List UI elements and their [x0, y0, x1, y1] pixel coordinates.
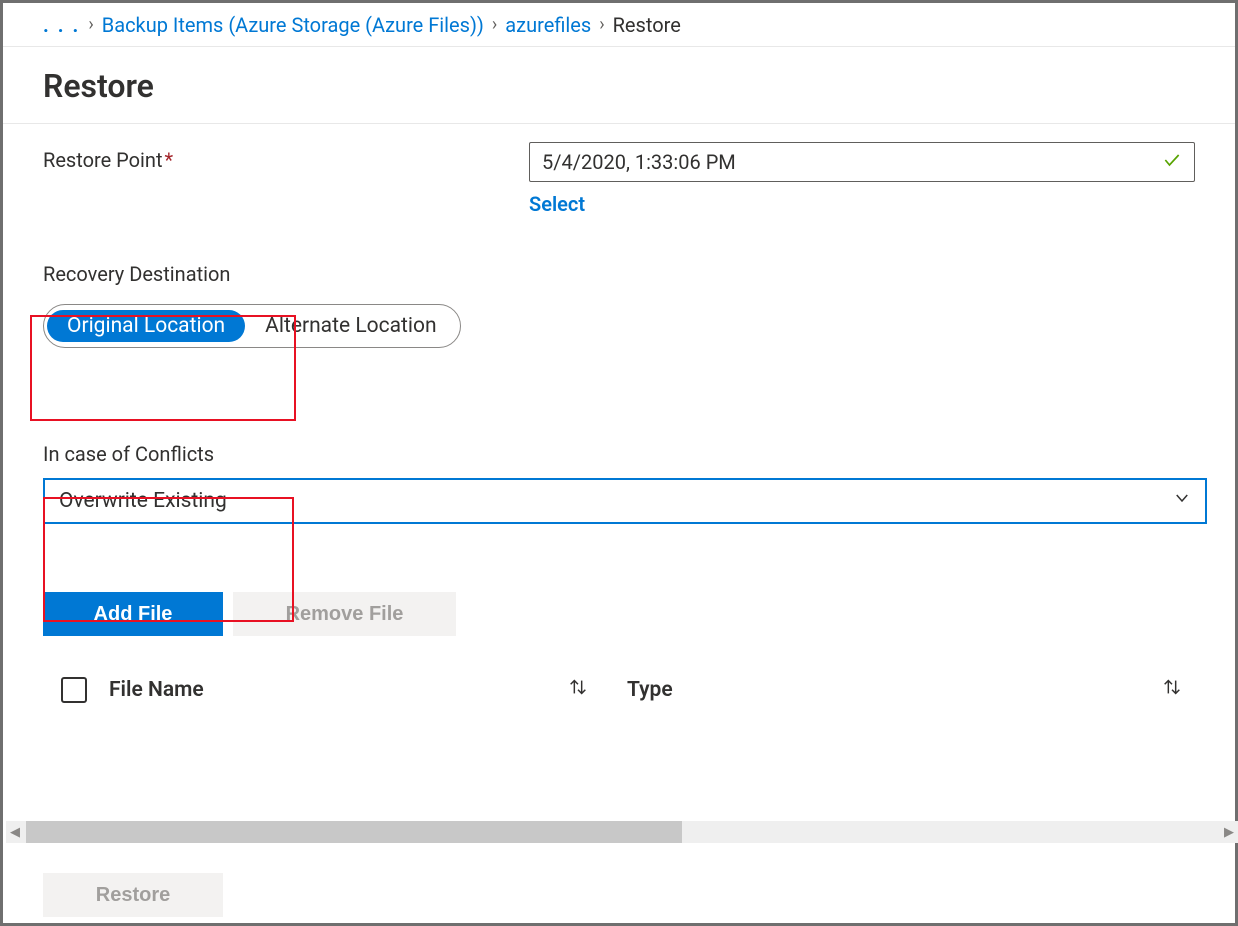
recovery-destination-label: Recovery Destination	[43, 262, 1195, 286]
column-type[interactable]: Type	[627, 676, 1195, 704]
restore-point-value: 5/4/2020, 1:33:06 PM	[542, 150, 736, 174]
alternate-location-option[interactable]: Alternate Location	[245, 310, 456, 342]
breadcrumb-sep-1: ›	[88, 14, 93, 35]
restore-point-label: Restore Point*	[43, 142, 529, 172]
column-filename[interactable]: File Name	[109, 676, 605, 704]
remove-file-button: Remove File	[233, 592, 456, 636]
add-file-button[interactable]: Add File	[43, 592, 223, 636]
breadcrumb-ellipsis[interactable]: . . .	[43, 13, 80, 37]
breadcrumb-current: Restore	[613, 13, 681, 37]
original-location-option[interactable]: Original Location	[47, 310, 245, 342]
page-title: Restore	[43, 67, 1195, 105]
breadcrumb-sep-2: ›	[492, 14, 497, 35]
sort-icon	[567, 676, 589, 704]
scroll-left-icon[interactable]: ◀	[6, 821, 24, 843]
title-divider	[3, 123, 1235, 124]
breadcrumb-azurefiles[interactable]: azurefiles	[505, 13, 591, 37]
breadcrumb-sep-3: ›	[599, 14, 604, 35]
conflicts-dropdown[interactable]: Overwrite Existing	[43, 478, 1207, 524]
conflicts-value: Overwrite Existing	[59, 489, 227, 513]
sort-icon	[1161, 676, 1183, 704]
select-restore-point-link[interactable]: Select	[529, 192, 585, 216]
conflicts-label: In case of Conflicts	[43, 442, 1195, 466]
breadcrumb: . . . › Backup Items (Azure Storage (Azu…	[3, 3, 1235, 47]
file-table-header: File Name Type	[43, 676, 1195, 704]
horizontal-scrollbar[interactable]: ◀ ▶	[6, 821, 1238, 843]
breadcrumb-backup-items[interactable]: Backup Items (Azure Storage (Azure Files…	[102, 13, 484, 37]
select-all-checkbox[interactable]	[61, 677, 87, 703]
checkmark-icon	[1162, 150, 1182, 175]
required-indicator: *	[165, 148, 174, 172]
restore-button: Restore	[43, 873, 223, 917]
chevron-down-icon	[1173, 489, 1191, 513]
scroll-right-icon[interactable]: ▶	[1220, 821, 1238, 843]
restore-point-field[interactable]: 5/4/2020, 1:33:06 PM	[529, 142, 1195, 182]
recovery-destination-toggle: Original Location Alternate Location	[43, 304, 461, 348]
